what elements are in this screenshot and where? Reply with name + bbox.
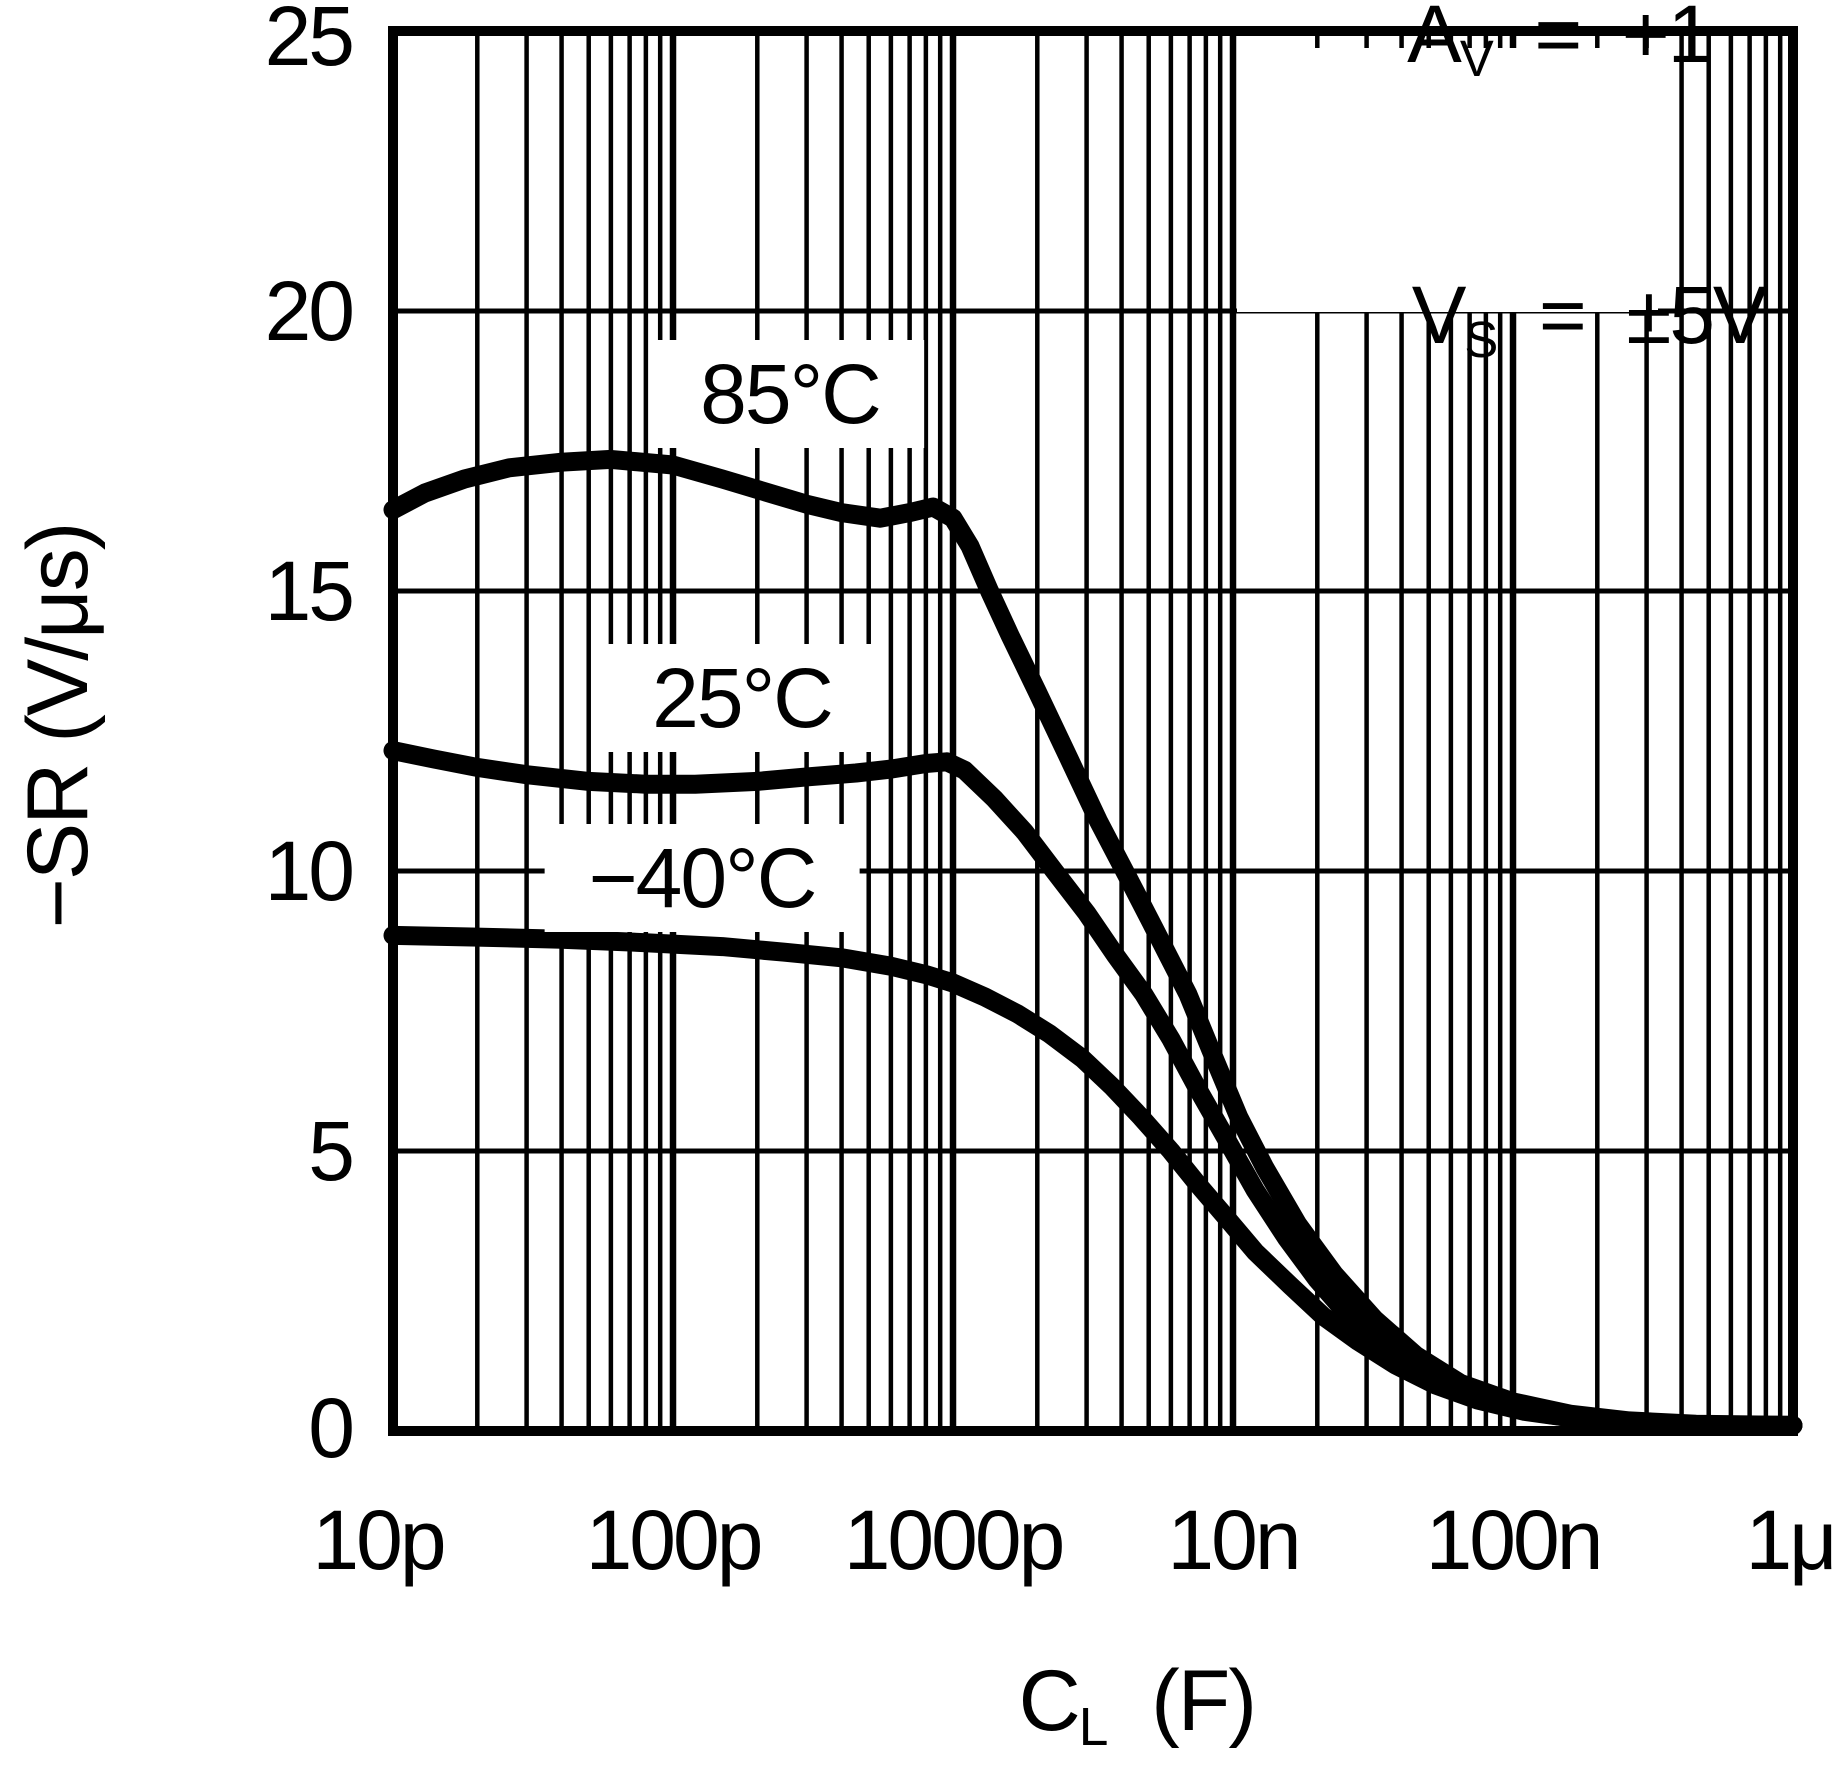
x-tick-10p: 10p — [312, 1493, 446, 1587]
curve-label-minus40C: −40°C — [544, 824, 860, 932]
condition-supply-value: = ±5V — [1497, 270, 1768, 361]
conditions-annotation: AV = +1 VS = ±5V — [1237, 0, 1768, 365]
x-axis-title-base: C — [1018, 1652, 1081, 1749]
y-tick-25: 25 — [264, 0, 355, 83]
y-tick-0: 0 — [308, 1381, 355, 1475]
x-tick-100p: 100p — [585, 1493, 764, 1587]
y-tick-5: 5 — [308, 1104, 355, 1198]
x-tick-1u: 1μ — [1745, 1493, 1837, 1587]
grid-lines — [393, 31, 1793, 1431]
series-curve-2 — [383, 925, 1803, 1435]
x-axis-title: CL (F) — [931, 1572, 1257, 1769]
curve-label-25C: 25°C — [608, 644, 876, 752]
x-tick-100n: 100n — [1425, 1493, 1604, 1587]
x-tick-10n: 10n — [1167, 1493, 1301, 1587]
y-tick-10: 10 — [264, 824, 355, 918]
series-curve-0 — [383, 449, 1803, 1435]
condition-gain-subscript: V — [1459, 30, 1494, 88]
curve-label-85C: 85°C — [656, 340, 924, 448]
curves — [383, 449, 1803, 1435]
condition-gain: AV = +1 — [1287, 0, 1713, 167]
condition-gain-value: = +1 — [1492, 0, 1713, 80]
x-tick-1000p: 1000p — [843, 1493, 1066, 1587]
x-axis-title-subscript: L — [1078, 1697, 1109, 1757]
y-axis-title: −SR (V/μs) — [10, 523, 106, 929]
x-axis-title-unit: (F) — [1107, 1652, 1257, 1749]
plot-border — [388, 26, 1798, 1436]
y-tick-20: 20 — [264, 264, 355, 358]
condition-supply: VS = ±5V — [1287, 193, 1768, 448]
condition-gain-symbol: A — [1407, 0, 1462, 80]
y-tick-15: 15 — [264, 544, 355, 638]
condition-supply-subscript: S — [1464, 311, 1498, 369]
condition-supply-symbol: V — [1411, 270, 1467, 361]
